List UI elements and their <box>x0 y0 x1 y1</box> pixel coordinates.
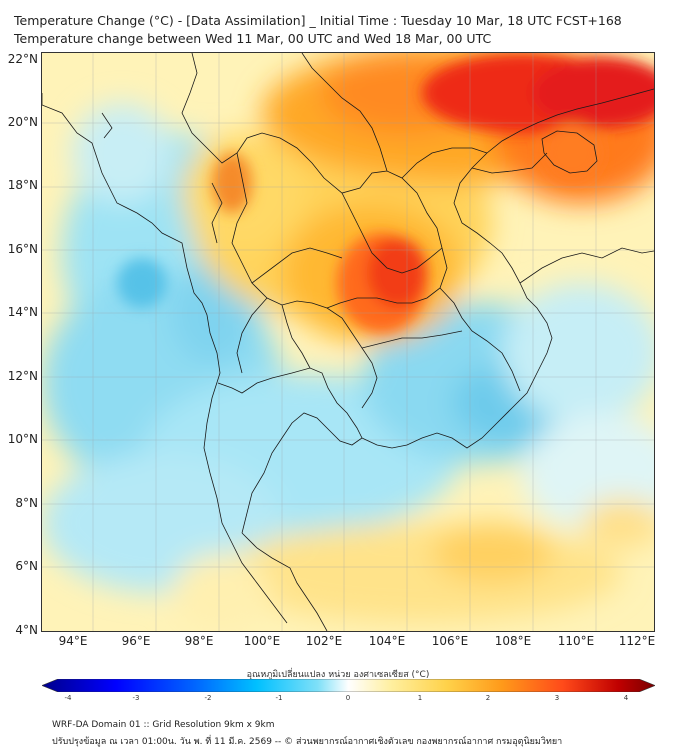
lon-label: 106°E <box>431 634 469 648</box>
lat-label: 20°N <box>7 115 38 129</box>
lat-label: 14°N <box>7 305 38 319</box>
title-line-1: Temperature Change (°C) - [Data Assimila… <box>14 13 622 28</box>
lon-label: 112°E <box>618 634 656 648</box>
lon-label: 110°E <box>557 634 595 648</box>
lat-label: 6°N <box>15 559 38 573</box>
lat-label: 22°N <box>7 52 38 66</box>
colorbar-tick: 2 <box>485 694 491 702</box>
lat-label: 18°N <box>7 178 38 192</box>
colorbar-tick: -3 <box>132 694 140 702</box>
lat-label: 12°N <box>7 369 38 383</box>
colorbar-tick: -4 <box>64 694 72 702</box>
lat-label: 8°N <box>15 496 38 510</box>
colorbar-tick: -1 <box>275 694 283 702</box>
lon-label: 102°E <box>305 634 343 648</box>
temperature-change-map <box>41 52 655 632</box>
lon-label: 108°E <box>494 634 532 648</box>
colorbar-tick: 3 <box>554 694 560 702</box>
colorbar <box>42 679 655 692</box>
lon-label: 104°E <box>368 634 406 648</box>
footer-line-2: ปรับปรุงข้อมูล ณ เวลา 01:00น. วัน พ. ที่… <box>52 737 563 747</box>
lon-label: 96°E <box>121 634 151 648</box>
lon-label: 94°E <box>58 634 88 648</box>
lat-label: 16°N <box>7 242 38 256</box>
title-line-2: Temperature change between Wed 11 Mar, 0… <box>14 31 492 46</box>
colorbar-tick: 1 <box>417 694 423 702</box>
colorbar-tick: 4 <box>623 694 629 702</box>
colorbar-tick: -2 <box>204 694 212 702</box>
lat-label: 4°N <box>15 623 38 637</box>
lat-label: 10°N <box>7 432 38 446</box>
colorbar-label: อุณหภูมิเปลี่ยนแปลง หน่วย องศาเซลเซียส (… <box>246 670 430 680</box>
lon-label: 100°E <box>243 634 281 648</box>
colorbar-tick: 0 <box>345 694 351 702</box>
lon-label: 98°E <box>184 634 214 648</box>
footer-line-1: WRF-DA Domain 01 :: Grid Resolution 9km … <box>52 720 275 730</box>
